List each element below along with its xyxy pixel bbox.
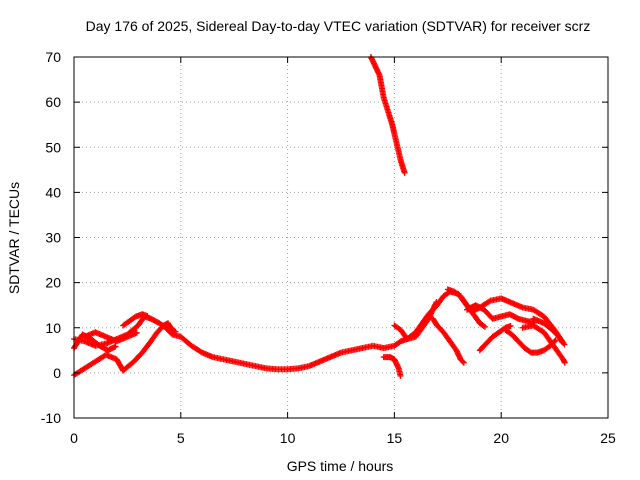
data-point <box>460 359 467 366</box>
data-point <box>507 322 514 329</box>
data-point <box>397 372 404 379</box>
data-point <box>481 323 488 330</box>
y-tick-label: 0 <box>53 365 61 381</box>
data-point <box>480 322 487 329</box>
x-tick-label: 0 <box>70 430 78 446</box>
x-tick-label: 15 <box>387 430 403 446</box>
data-layer <box>71 54 568 379</box>
y-tick-label: 20 <box>45 275 61 291</box>
chart-title: Day 176 of 2025, Sidereal Day-to-day VTE… <box>86 18 591 34</box>
y-tick-label: 60 <box>45 94 61 110</box>
y-tick-label: 10 <box>45 320 61 336</box>
data-point <box>561 359 568 366</box>
grid <box>74 57 608 418</box>
data-point <box>112 343 119 350</box>
y-tick-label: -10 <box>41 410 61 426</box>
y-tick-label: 50 <box>45 139 61 155</box>
data-point <box>401 169 408 176</box>
x-tick-label: 25 <box>600 430 616 446</box>
data-point <box>172 328 179 335</box>
x-tick-label: 10 <box>280 430 296 446</box>
x-tick-label: 5 <box>177 430 185 446</box>
x-tick-label: 20 <box>493 430 509 446</box>
data-point <box>558 338 565 345</box>
data-point <box>133 329 140 336</box>
ticks: 0 5 10 15 20 25 -10 0 10 20 30 40 50 60 70 <box>41 49 616 446</box>
y-tick-label: 30 <box>45 230 61 246</box>
x-axis-label: GPS time / hours <box>287 458 394 474</box>
data-point <box>552 337 559 344</box>
data-point <box>559 339 566 346</box>
data-point <box>486 298 493 305</box>
y-tick-label: 40 <box>45 184 61 200</box>
data-point <box>433 298 440 305</box>
y-axis-label: SDTVAR / TECUs <box>6 182 22 294</box>
data-point <box>459 358 466 365</box>
data-point <box>144 313 151 320</box>
y-tick-label: 70 <box>45 49 61 65</box>
